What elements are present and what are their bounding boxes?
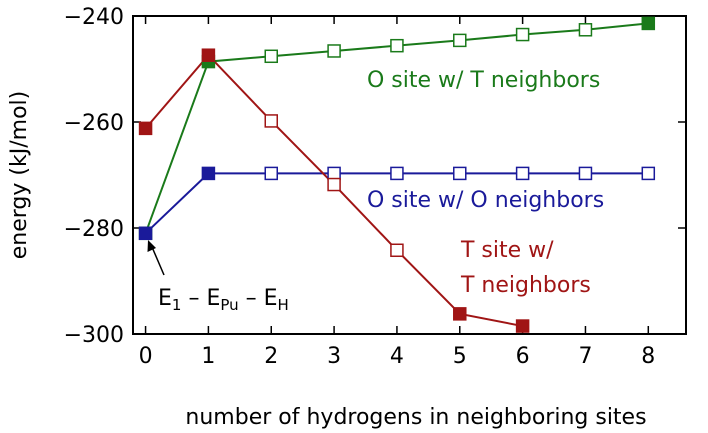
- data-point-o-site-w-t-neighbors: [578, 23, 593, 37]
- x-axis-label: number of hydrogens in neighboring sites: [185, 405, 646, 430]
- green-series-label: O site w/ T neighbors: [367, 68, 600, 93]
- formula-annotation: E1 – EPu – EH: [158, 286, 289, 314]
- y-tick-label: −300: [64, 323, 124, 348]
- data-point-o-site-w-o-neighbors: [138, 226, 153, 241]
- data-point-o-site-w-o-neighbors: [578, 166, 593, 181]
- data-point-o-site-w-o-neighbors: [390, 166, 404, 181]
- data-point-o-site-w-t-neighbors: [515, 27, 530, 42]
- blue-series-label: O site w/ O neighbors: [367, 188, 604, 213]
- formula-minus-epu: – E: [181, 286, 220, 311]
- formula-minus-eh: – E: [239, 286, 278, 311]
- annotation-arrow-line: [151, 246, 165, 276]
- data-point-o-site-w-o-neighbors: [201, 166, 216, 181]
- data-point-o-site-w-o-neighbors: [641, 166, 656, 181]
- formula-epu-sub: Pu: [220, 296, 238, 314]
- x-tick-label: 4: [390, 344, 404, 369]
- data-point-o-site-w-t-neighbors: [390, 38, 404, 53]
- data-point-o-site-w-t-neighbors: [453, 33, 467, 48]
- x-tick-label: 6: [516, 344, 530, 369]
- formula-eh-sub: H: [278, 296, 289, 314]
- y-tick-label: −260: [64, 111, 124, 136]
- series-group: [138, 16, 656, 333]
- data-point-o-site-w-o-neighbors: [515, 166, 530, 181]
- annotation-arrow-head: [147, 240, 156, 252]
- data-point-o-site-w-t-neighbors: [327, 44, 341, 58]
- plot-frame: [132, 15, 687, 335]
- data-point-o-site-w-o-neighbors: [264, 166, 278, 181]
- red-series-label-line1: T site w/: [460, 238, 554, 263]
- x-tick-label: 7: [578, 344, 592, 369]
- data-point-o-site-w-o-neighbors: [453, 166, 467, 181]
- x-tick-label: 0: [139, 344, 153, 369]
- data-point-t-site-w-t-neighbors: [264, 114, 278, 128]
- data-point-t-site-w-t-neighbors: [453, 307, 467, 321]
- x-tick-label: 8: [641, 344, 655, 369]
- x-tick-label: 5: [453, 344, 467, 369]
- x-tick-label: 1: [201, 344, 215, 369]
- data-point-t-site-w-t-neighbors: [515, 319, 530, 333]
- formula-e1-sub: 1: [172, 296, 182, 314]
- data-point-t-site-w-t-neighbors: [138, 121, 153, 136]
- x-tick-label: 3: [327, 344, 341, 369]
- axis-ticks: 0 1 2 3 4 5 6 7 8 −300 −280 −260 −240: [64, 5, 686, 369]
- y-axis-label: energy (kJ/mol): [7, 91, 32, 259]
- data-point-o-site-w-t-neighbors: [641, 16, 656, 31]
- data-point-o-site-w-t-neighbors: [264, 49, 278, 64]
- data-point-t-site-w-t-neighbors: [201, 48, 216, 62]
- y-tick-label: −240: [64, 5, 124, 30]
- data-point-o-site-w-o-neighbors: [327, 166, 341, 181]
- data-point-t-site-w-t-neighbors: [390, 243, 404, 258]
- x-tick-label: 2: [264, 344, 278, 369]
- red-series-label-line2: T neighbors: [460, 273, 591, 298]
- data-point-t-site-w-t-neighbors: [327, 177, 341, 192]
- formula-e1: E: [158, 286, 172, 311]
- y-tick-label: −280: [64, 217, 124, 242]
